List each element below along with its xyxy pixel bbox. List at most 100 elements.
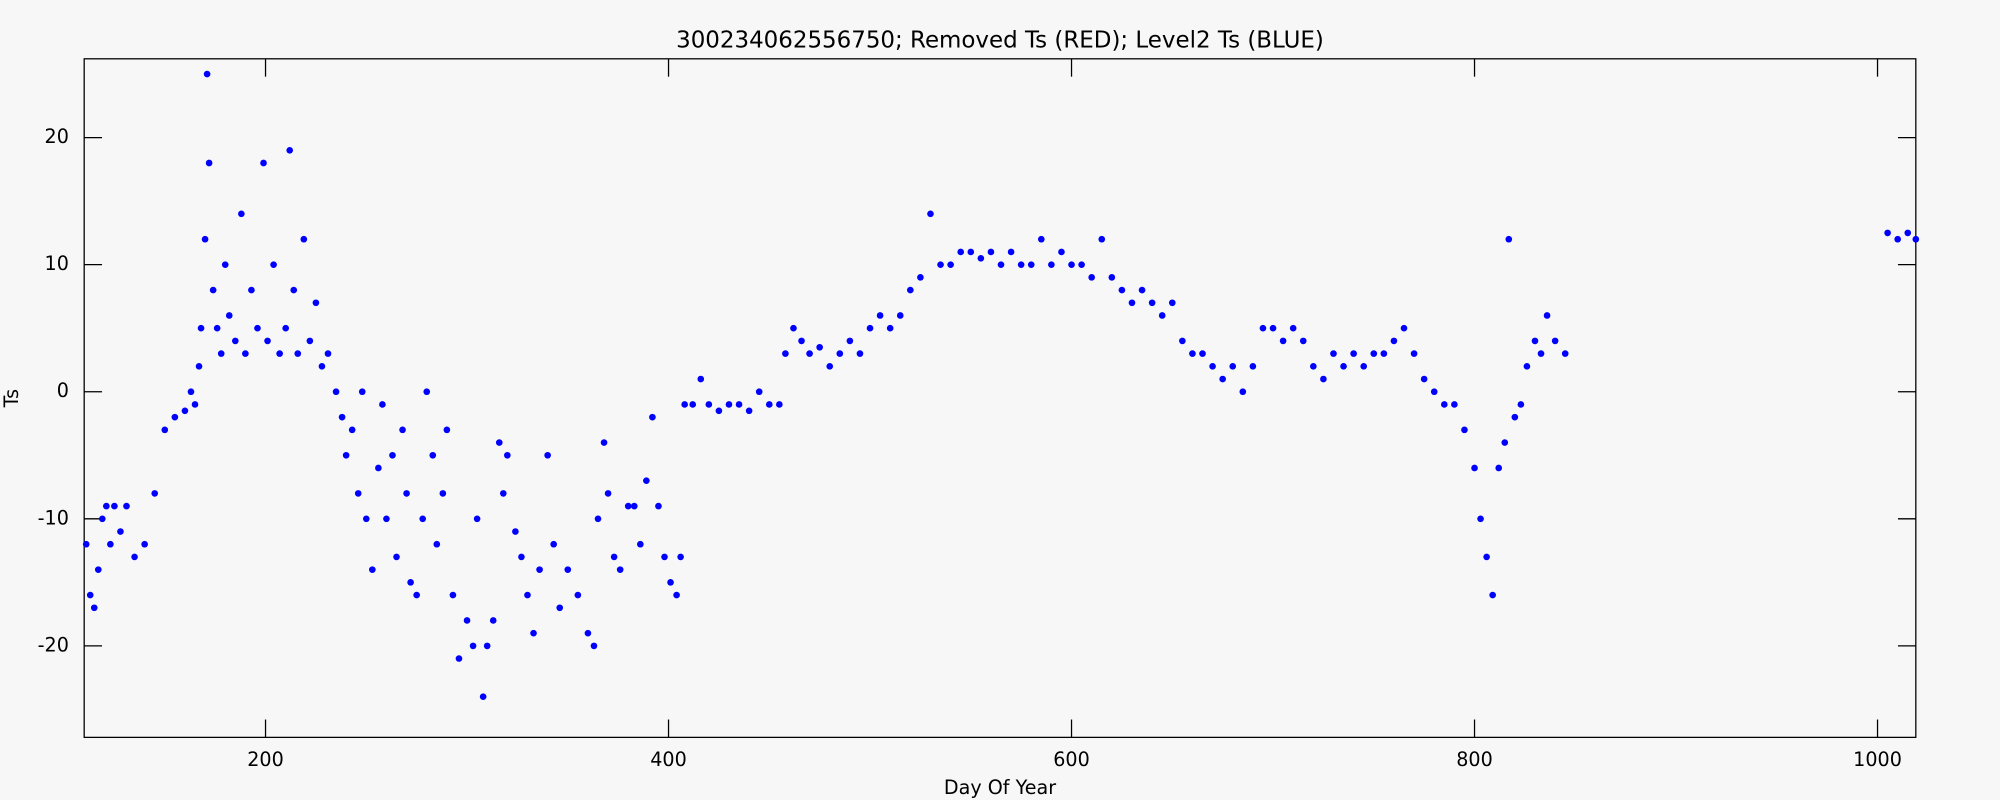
data-point bbox=[1561, 350, 1569, 357]
data-point bbox=[655, 502, 662, 510]
data-point bbox=[590, 642, 598, 650]
data-point bbox=[1420, 375, 1428, 383]
y-tick-label: -10 bbox=[38, 506, 69, 529]
data-point bbox=[449, 591, 457, 599]
y-tick-label: 0 bbox=[57, 379, 69, 402]
data-point bbox=[1128, 299, 1136, 307]
data-point bbox=[86, 591, 94, 599]
data-point bbox=[1501, 439, 1509, 446]
data-point bbox=[715, 407, 723, 415]
data-point bbox=[987, 248, 995, 256]
data-point bbox=[896, 312, 904, 319]
data-point bbox=[725, 401, 733, 408]
data-point bbox=[1088, 274, 1095, 281]
data-point bbox=[610, 553, 618, 561]
data-point bbox=[423, 388, 431, 396]
data-point bbox=[439, 490, 447, 497]
data-point bbox=[673, 591, 680, 599]
data-point bbox=[94, 566, 102, 573]
data-point bbox=[306, 337, 314, 345]
data-point bbox=[171, 413, 179, 421]
data-point bbox=[463, 617, 471, 624]
data-point bbox=[131, 553, 138, 561]
data-point bbox=[1310, 363, 1317, 370]
data-point bbox=[1037, 235, 1045, 243]
data-point bbox=[312, 299, 320, 307]
data-point bbox=[1098, 235, 1106, 243]
data-point bbox=[1511, 413, 1519, 421]
data-point bbox=[1410, 350, 1418, 357]
data-point bbox=[221, 261, 229, 268]
data-point bbox=[483, 642, 491, 650]
data-point bbox=[886, 324, 894, 332]
data-point bbox=[1269, 324, 1277, 332]
x-tick-label: 400 bbox=[650, 748, 687, 771]
data-point bbox=[1531, 337, 1539, 345]
data-point bbox=[1489, 591, 1496, 599]
data-point bbox=[1189, 350, 1196, 357]
data-point bbox=[1430, 388, 1438, 396]
data-point bbox=[358, 388, 366, 396]
data-point bbox=[318, 363, 326, 370]
data-point bbox=[790, 324, 797, 332]
data-point bbox=[455, 655, 463, 662]
data-point bbox=[429, 451, 437, 459]
data-point bbox=[512, 528, 519, 535]
data-point bbox=[518, 553, 525, 561]
data-point bbox=[362, 515, 370, 523]
data-point bbox=[161, 426, 169, 434]
data-point bbox=[389, 451, 396, 459]
data-point bbox=[600, 439, 608, 446]
data-point bbox=[107, 540, 114, 548]
data-point bbox=[997, 261, 1005, 268]
data-point bbox=[1027, 261, 1035, 268]
data-point bbox=[1078, 261, 1085, 268]
data-point bbox=[419, 515, 427, 523]
data-point bbox=[1219, 375, 1226, 383]
data-point bbox=[1249, 363, 1257, 370]
data-point bbox=[776, 401, 783, 408]
data-point bbox=[1209, 363, 1216, 370]
data-point bbox=[957, 248, 965, 256]
data-point bbox=[1007, 248, 1015, 256]
data-point bbox=[231, 337, 239, 345]
data-point bbox=[103, 502, 110, 510]
data-point bbox=[544, 451, 551, 459]
data-point bbox=[1370, 350, 1378, 357]
x-axis-label: Day Of Year bbox=[944, 776, 1056, 799]
data-point bbox=[816, 343, 823, 351]
data-point bbox=[111, 502, 118, 510]
data-point bbox=[286, 146, 294, 154]
data-point bbox=[1400, 324, 1408, 332]
data-point bbox=[907, 286, 914, 294]
data-point bbox=[1118, 286, 1126, 294]
data-point bbox=[403, 490, 410, 497]
data-point bbox=[1517, 401, 1525, 408]
data-point bbox=[201, 235, 209, 243]
data-point bbox=[798, 337, 805, 345]
data-point bbox=[1894, 235, 1901, 243]
data-point bbox=[1440, 401, 1448, 408]
data-point bbox=[379, 401, 386, 408]
data-point bbox=[443, 426, 451, 434]
x-tick-label: 600 bbox=[1053, 748, 1090, 771]
data-point bbox=[479, 693, 487, 701]
data-point bbox=[209, 286, 217, 294]
data-point bbox=[1179, 337, 1186, 345]
data-point bbox=[248, 286, 255, 294]
data-point bbox=[876, 312, 884, 319]
data-point bbox=[197, 324, 205, 332]
data-point bbox=[354, 490, 362, 497]
data-point bbox=[524, 591, 531, 599]
data-point bbox=[643, 477, 650, 485]
data-point bbox=[1543, 312, 1551, 319]
data-point bbox=[294, 350, 302, 357]
data-point bbox=[745, 407, 753, 415]
data-point bbox=[1320, 375, 1327, 383]
data-point bbox=[782, 350, 789, 357]
y-tick-label: 10 bbox=[45, 252, 69, 275]
data-point bbox=[1904, 229, 1912, 237]
data-point bbox=[927, 210, 934, 218]
data-point bbox=[342, 451, 350, 459]
data-point bbox=[1158, 312, 1166, 319]
